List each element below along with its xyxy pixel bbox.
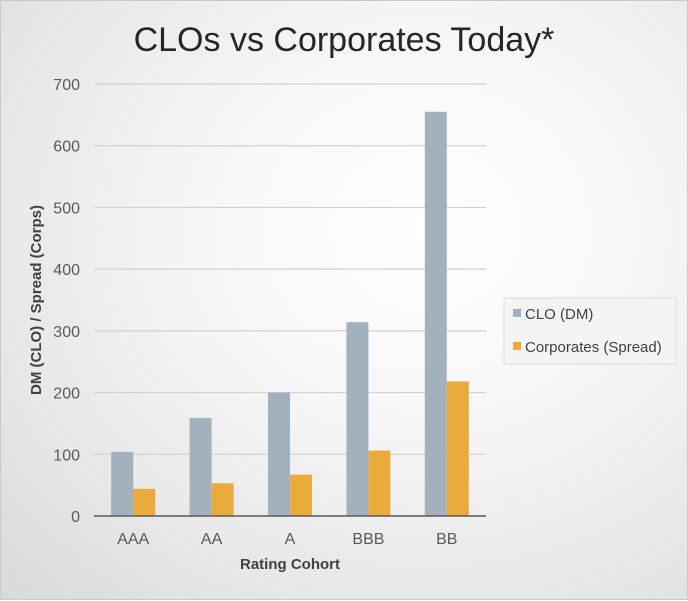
bar-clo-aaa <box>111 451 134 516</box>
x-tick-label: AA <box>201 531 223 548</box>
gridlines <box>94 83 486 455</box>
x-tick-label: BBB <box>352 531 384 548</box>
y-tick-label: 700 <box>53 77 80 94</box>
x-tick-label: BB <box>436 531 457 548</box>
legend-label-corporates: Corporates (Spread) <box>525 339 662 356</box>
y-tick-label: 600 <box>53 139 80 156</box>
bar-corporates-bbb <box>368 450 391 516</box>
y-tick-label: 0 <box>71 509 80 526</box>
bar-corporates-bb <box>446 381 469 516</box>
y-tick-label: 400 <box>53 262 80 279</box>
bar-clo-bbb <box>346 322 369 516</box>
legend: CLO (DM) Corporates (Spread) <box>503 297 677 365</box>
bar-clo-aa <box>189 417 212 516</box>
chart-title: CLOs vs Corporates Today* <box>134 21 555 59</box>
y-tick-label: 200 <box>53 386 80 403</box>
y-axis-title: DM (CLO) / Spread (Corps) <box>28 205 45 395</box>
x-axis-title: Rating Cohort <box>240 556 340 573</box>
y-tick-label: 500 <box>53 200 80 217</box>
x-tick-label: AAA <box>117 531 149 548</box>
legend-swatch-corporates <box>513 342 521 350</box>
x-tick-label: A <box>285 531 296 548</box>
x-tick-labels: AAA AA A BBB BB <box>117 531 457 548</box>
y-tick-label: 100 <box>53 447 80 464</box>
bar-corporates-aaa <box>133 488 156 516</box>
bar-clo-a <box>268 392 290 516</box>
legend-swatch-clo <box>513 309 521 317</box>
bar-corporates-a <box>290 474 312 516</box>
legend-box <box>503 297 677 365</box>
legend-label-clo: CLO (DM) <box>525 306 593 323</box>
bars <box>111 111 469 517</box>
y-tick-labels: 0 100 200 300 400 500 600 700 <box>53 77 80 526</box>
bar-corporates-aa <box>211 483 234 516</box>
y-tick-label: 300 <box>53 324 80 341</box>
bar-clo-bb <box>424 111 447 517</box>
